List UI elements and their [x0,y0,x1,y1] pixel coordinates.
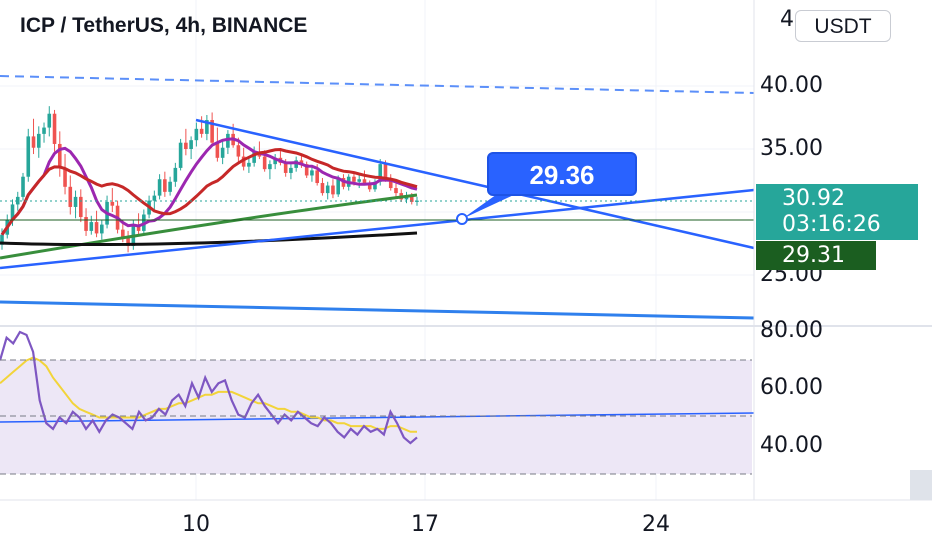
candle-body [168,181,172,192]
candle-body [236,145,241,157]
candle-body [94,222,99,234]
rsi-series [0,330,755,445]
rsi-ma-line [0,356,417,433]
price-label-top: 4 [780,7,794,32]
ma-green-line [0,193,418,260]
candle-body [36,133,41,148]
candle-body [383,164,388,178]
time-label-10: 10 [182,512,210,537]
candle-body [21,176,25,197]
support-line [0,300,755,320]
candle-body [409,195,414,202]
candle-body [283,162,288,173]
candle-body [0,234,4,245]
candle-body [163,179,167,192]
candle-body [273,157,277,165]
candle-body [57,143,62,168]
candle-body [220,147,225,158]
bar-countdown: 03:16:26 [782,212,881,237]
rsi-trendline [0,412,755,423]
last-price-tag: 30.92 03:16:26 [756,184,918,240]
candle-body [289,167,293,173]
candle-body [100,224,104,234]
candle-body [68,186,73,207]
callout-anchor [456,213,468,225]
dashed-resistance-line [0,75,755,94]
ma-value-tag: 29.31 [756,241,876,270]
candle-body [26,136,31,177]
time-label-24: 24 [642,512,670,537]
candle-body [173,167,178,182]
candle-body [310,170,314,176]
candle-body [136,224,141,231]
ascending-trendline [0,188,755,270]
candle-body [15,196,20,205]
candle-body [373,181,377,190]
candle-body [210,120,214,143]
rsi-label-60: 60.00 [760,375,823,400]
candle-body [10,204,15,220]
candle-body [315,170,319,184]
candle-body [89,222,94,231]
candle-body [121,229,125,238]
candle-body [184,142,188,149]
price-label-35: 35.00 [760,136,823,161]
candle-body [357,179,362,182]
candle-body [367,183,372,190]
candle-body [388,177,393,189]
candle-body [336,177,341,195]
time-label-17: 17 [411,512,439,537]
corner-shadow [910,470,932,500]
candle-body [241,156,246,167]
callout-pointer [462,192,520,219]
ma-red-line [0,147,418,236]
candle-body [247,162,251,167]
candle-body [362,179,367,184]
price-callout[interactable]: 29.36 [487,152,637,196]
grid-lines [0,0,754,500]
chart-title: ICP / TetherUS, 4h, BINANCE [20,14,308,37]
trendlines[interactable] [0,75,755,320]
candle-body [152,195,157,201]
candle-body [352,176,356,182]
candle-body [110,201,115,206]
candle-body [178,142,183,168]
candle-body [84,217,88,231]
candle-body [325,185,330,194]
candle-body [378,164,383,182]
candle-body [78,196,83,218]
candle-body [331,185,335,195]
moving-averages [0,137,418,260]
candle-body [299,160,304,165]
rsi-label-40: 40.00 [760,433,823,458]
candle-body [47,113,52,128]
candle-body [63,167,67,187]
candle-body [215,142,220,158]
candle-body [320,183,325,194]
candle-body [205,120,209,134]
candle-body [199,128,204,134]
candle-body [262,156,267,170]
descending-trendline [195,118,755,250]
candle-body [42,127,46,134]
candle-body [73,196,78,207]
ma-black-line [0,231,418,247]
candle-body [304,164,309,176]
price-label-40: 40.00 [760,73,823,98]
rsi-label-80: 80.00 [760,318,823,343]
candle-body [189,140,193,149]
rsi-line [0,330,418,445]
candle-body [52,113,57,144]
ma-purple-line [0,137,418,236]
candle-body [194,128,199,141]
candle-body [268,164,272,170]
candle-body [394,188,398,194]
last-price-value: 30.92 [782,186,845,211]
candle-body [126,237,130,247]
candle-body [31,136,36,148]
candle-body [157,179,162,196]
candle-body [252,151,256,163]
currency-button[interactable]: USDT [795,10,891,42]
